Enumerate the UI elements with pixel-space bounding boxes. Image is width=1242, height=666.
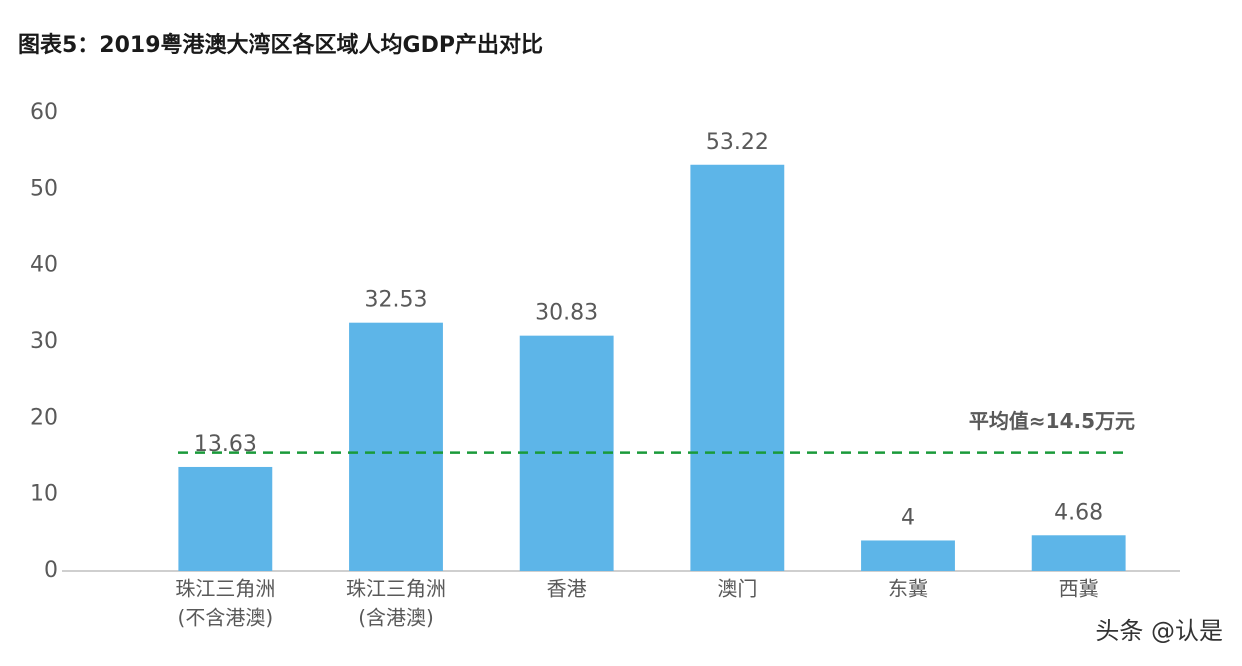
value-label: 4 bbox=[901, 505, 915, 530]
bar bbox=[861, 540, 955, 571]
bar bbox=[349, 322, 443, 571]
watermark: 头条 @认是 bbox=[1095, 617, 1223, 645]
y-tick-label: 30 bbox=[30, 329, 58, 354]
x-tick-label: 澳门 bbox=[717, 577, 757, 601]
y-tick-label: 10 bbox=[30, 482, 58, 507]
x-tick-label: 珠江三角洲 bbox=[175, 577, 275, 601]
bar bbox=[519, 335, 614, 571]
x-tick-label: (含港澳) bbox=[358, 606, 434, 630]
bar bbox=[178, 466, 273, 571]
x-tick-label: 珠江三角洲 bbox=[346, 577, 446, 601]
annotation: 平均值≈14.5万元 bbox=[969, 409, 1135, 433]
value-label: 30.83 bbox=[535, 301, 598, 326]
value-label: 32.53 bbox=[365, 288, 428, 313]
value-label: 53.22 bbox=[706, 130, 769, 155]
y-tick-label: 40 bbox=[30, 253, 58, 278]
value-label: 4.68 bbox=[1054, 500, 1103, 525]
x-tick-label: 东冀 bbox=[888, 577, 928, 601]
bar bbox=[1031, 535, 1126, 571]
y-tick-label: 0 bbox=[44, 558, 58, 583]
x-tick-label: 香港 bbox=[547, 577, 587, 601]
y-tick-label: 20 bbox=[30, 405, 58, 430]
x-tick-label: 西冀 bbox=[1059, 577, 1099, 601]
y-tick-label: 50 bbox=[30, 176, 58, 201]
y-tick-label: 60 bbox=[30, 100, 58, 125]
x-tick-label: (不含港澳) bbox=[178, 606, 274, 630]
bar bbox=[690, 164, 785, 571]
chart-title: 图表5：2019粤港澳大湾区各区域人均GDP产出对比 bbox=[18, 32, 543, 58]
